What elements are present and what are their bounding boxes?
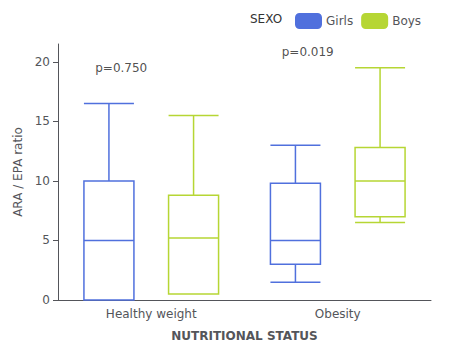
svg-text:10: 10 bbox=[35, 174, 50, 188]
svg-text:Obesity: Obesity bbox=[315, 307, 361, 321]
svg-text:20: 20 bbox=[35, 55, 50, 69]
svg-text:NUTRITIONAL STATUS: NUTRITIONAL STATUS bbox=[171, 329, 318, 343]
svg-text:Girls: Girls bbox=[326, 14, 353, 28]
svg-text:15: 15 bbox=[35, 114, 50, 128]
svg-text:SEXO: SEXO bbox=[250, 12, 282, 26]
svg-text:0: 0 bbox=[42, 293, 50, 307]
svg-text:5: 5 bbox=[42, 233, 50, 247]
svg-text:Boys: Boys bbox=[392, 14, 421, 28]
svg-text:p=0.019: p=0.019 bbox=[282, 45, 334, 59]
svg-text:Healthy weight: Healthy weight bbox=[106, 307, 197, 321]
svg-text:p=0.750: p=0.750 bbox=[95, 61, 147, 75]
svg-text:ARA / EPA ratio: ARA / EPA ratio bbox=[11, 127, 25, 217]
